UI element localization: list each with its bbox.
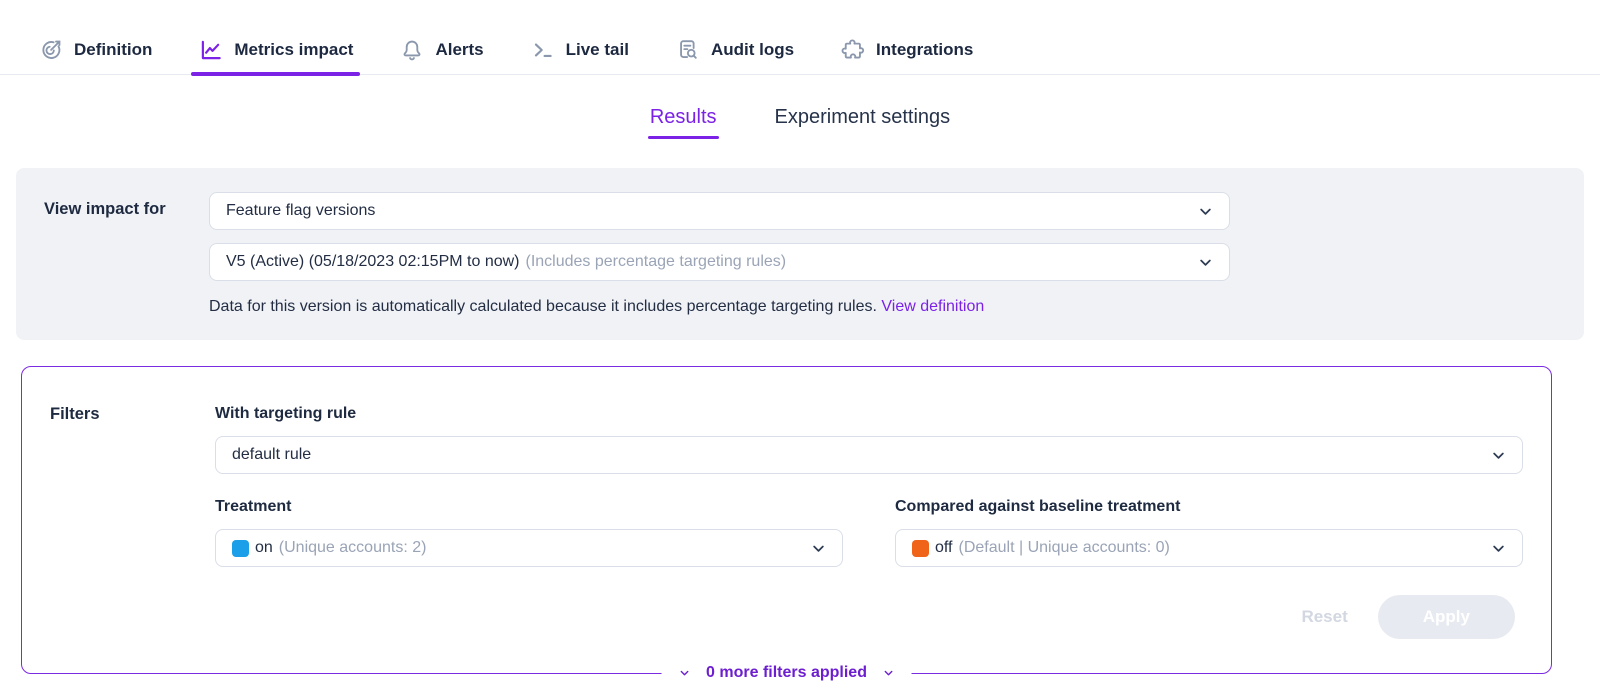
targeting-rule-select[interactable]: default rule <box>215 436 1523 474</box>
treatment-row: Treatment on (Unique accounts: 2) Compar <box>215 498 1523 567</box>
filters-fields: With targeting rule default rule Treatme… <box>215 405 1523 673</box>
chevron-down-icon <box>1489 539 1508 558</box>
tab-live-tail[interactable]: Live tail <box>530 26 629 75</box>
tab-alerts[interactable]: Alerts <box>399 26 484 75</box>
chevron-down-icon <box>882 666 896 680</box>
view-impact-panel: View impact for Feature flag versions V5… <box>16 168 1584 340</box>
apply-button[interactable]: Apply <box>1377 595 1515 639</box>
tab-integrations[interactable]: Integrations <box>840 26 973 75</box>
more-filters-label: 0 more filters applied <box>706 664 867 681</box>
view-impact-fields: Feature flag versions V5 (Active) (05/18… <box>209 192 1230 316</box>
version-note: (Includes percentage targeting rules) <box>525 253 787 270</box>
treatment-swatch <box>232 539 249 557</box>
version-value: V5 (Active) (05/18/2023 02:15PM to now) <box>226 253 520 270</box>
line-chart-icon <box>198 37 224 63</box>
baseline-label: Compared against baseline treatment <box>895 498 1181 515</box>
reset-button[interactable]: Reset <box>1301 607 1348 626</box>
puzzle-icon <box>840 37 866 63</box>
baseline-swatch <box>912 539 929 557</box>
baseline-treatment-select[interactable]: off (Default | Unique accounts: 0) <box>895 529 1523 567</box>
version-type-select[interactable]: Feature flag versions <box>209 192 1230 230</box>
treatment-label: Treatment <box>215 498 292 515</box>
feature-flag-tabbar: Definition Metrics impact Alerts <box>0 0 1600 76</box>
filters-title: Filters <box>50 405 100 423</box>
tab-label: Live tail <box>565 40 629 59</box>
subtab-experiment-settings[interactable]: Experiment settings <box>774 106 951 128</box>
subtab-results[interactable]: Results <box>647 106 719 139</box>
bell-icon <box>399 37 425 63</box>
target-icon <box>38 37 64 63</box>
more-filters-toggle[interactable]: 0 more filters applied <box>661 662 912 684</box>
treatment-col: Treatment on (Unique accounts: 2) <box>215 498 843 567</box>
treatment-select[interactable]: on (Unique accounts: 2) <box>215 529 843 567</box>
chevron-down-icon <box>1196 253 1215 272</box>
tab-label: Metrics impact <box>234 40 354 59</box>
tab-label: Integrations <box>876 40 974 59</box>
treatment-info: (Unique accounts: 2) <box>278 539 427 556</box>
tab-definition[interactable]: Definition <box>38 26 152 75</box>
tab-audit-logs[interactable]: Audit logs <box>675 26 794 75</box>
treatment-value: on <box>255 539 273 556</box>
chevron-down-icon <box>1489 446 1508 465</box>
version-type-value: Feature flag versions <box>226 202 376 219</box>
audit-log-icon <box>675 37 701 63</box>
chevron-down-icon <box>1196 202 1215 221</box>
targeting-rule-label: With targeting rule <box>215 405 357 422</box>
targeting-rule-value: default rule <box>232 446 312 463</box>
tab-label: Alerts <box>435 40 484 59</box>
view-definition-link[interactable]: View definition <box>881 298 985 315</box>
version-select[interactable]: V5 (Active) (05/18/2023 02:15PM to now) … <box>209 243 1230 281</box>
baseline-info: (Default | Unique accounts: 0) <box>958 539 1170 556</box>
filter-actions: Reset Apply <box>215 595 1523 639</box>
tab-metrics-impact[interactable]: Metrics impact <box>191 26 361 76</box>
chevron-down-icon <box>677 666 691 680</box>
baseline-col: Compared against baseline treatment off … <box>895 498 1523 567</box>
results-subtabs: Results Experiment settings <box>0 106 1600 139</box>
note-text: Data for this version is automatically c… <box>209 298 877 315</box>
terminal-icon <box>530 37 556 63</box>
view-impact-label: View impact for <box>44 200 166 218</box>
auto-calculated-note: Data for this version is automatically c… <box>209 298 1230 316</box>
filters-panel: Filters With targeting rule default rule… <box>21 366 1552 684</box>
chevron-down-icon <box>809 539 828 558</box>
baseline-value: off <box>935 539 953 556</box>
tab-label: Audit logs <box>710 40 795 59</box>
tab-label: Definition <box>74 40 153 59</box>
